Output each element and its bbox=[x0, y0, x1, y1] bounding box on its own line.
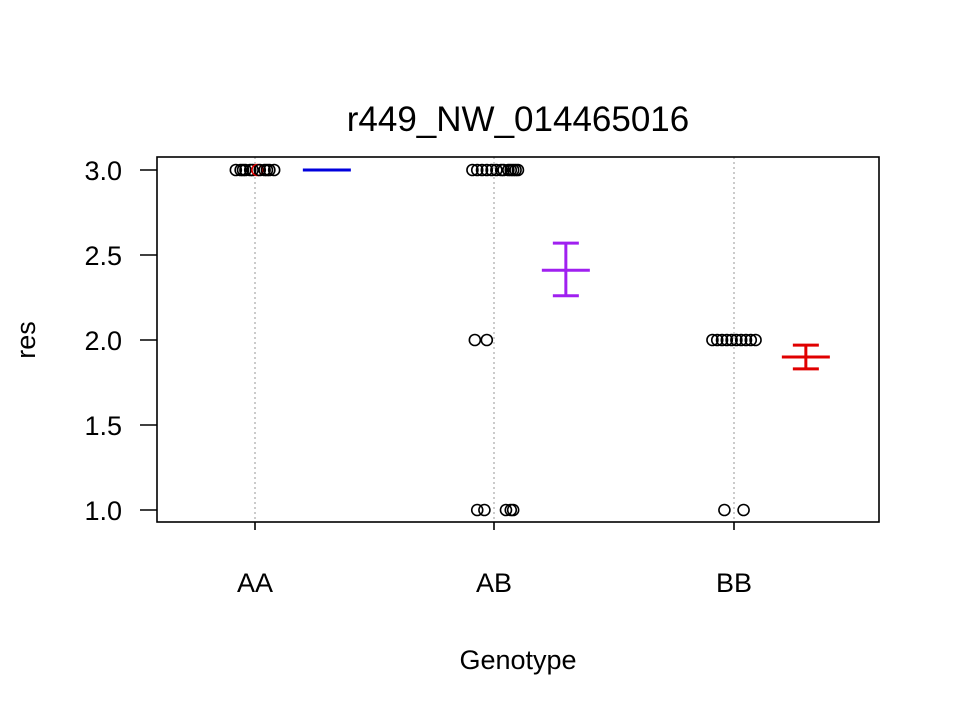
data-point bbox=[229, 163, 243, 177]
data-point bbox=[720, 333, 734, 347]
y-tick-label: 1.5 bbox=[84, 411, 122, 441]
y-tick-label: 2.5 bbox=[84, 241, 122, 271]
data-point bbox=[737, 503, 750, 517]
y-tick-label: 2.0 bbox=[84, 326, 122, 356]
summary-markers bbox=[302, 168, 830, 371]
data-point bbox=[710, 333, 724, 347]
x-tick-label: AB bbox=[476, 568, 512, 598]
data-point bbox=[480, 163, 494, 177]
data-point bbox=[499, 503, 513, 517]
data-point bbox=[466, 163, 479, 177]
data-point bbox=[470, 503, 484, 517]
data-point bbox=[490, 163, 503, 177]
data-point bbox=[246, 163, 259, 177]
data-point bbox=[749, 333, 762, 347]
x-tick-label: BB bbox=[716, 568, 752, 598]
x-axis-label: Genotype bbox=[459, 645, 576, 675]
data-point bbox=[706, 333, 719, 347]
y-axis-label: res bbox=[11, 321, 41, 359]
chart-title: r449_NW_014465016 bbox=[347, 100, 689, 139]
data-point bbox=[470, 163, 484, 177]
data-point bbox=[730, 333, 743, 347]
data-point bbox=[478, 503, 491, 517]
data-point bbox=[480, 333, 494, 347]
data-point bbox=[263, 163, 276, 177]
data-point bbox=[718, 503, 731, 517]
y-axis: 1.0 1.5 2.0 2.5 3.0 bbox=[84, 156, 157, 526]
data-points bbox=[229, 163, 762, 517]
data-point bbox=[475, 163, 489, 177]
data-point bbox=[506, 503, 520, 517]
y-tick-label: 3.0 bbox=[84, 156, 122, 186]
plot-frame bbox=[156, 156, 880, 523]
data-point bbox=[267, 163, 281, 177]
data-point bbox=[715, 333, 729, 347]
data-point bbox=[734, 333, 748, 347]
y-tick-label: 1.0 bbox=[84, 496, 122, 526]
data-point bbox=[468, 333, 482, 347]
x-axis: AA AB BB bbox=[237, 522, 752, 598]
data-point bbox=[739, 333, 753, 347]
data-point bbox=[744, 333, 758, 347]
data-point bbox=[497, 163, 510, 177]
data-point bbox=[725, 333, 738, 347]
grid-lines bbox=[254, 157, 735, 522]
x-tick-label: AA bbox=[237, 568, 273, 598]
data-point bbox=[239, 163, 252, 177]
data-point bbox=[511, 163, 525, 177]
data-point bbox=[485, 163, 498, 177]
data-point bbox=[253, 163, 267, 177]
